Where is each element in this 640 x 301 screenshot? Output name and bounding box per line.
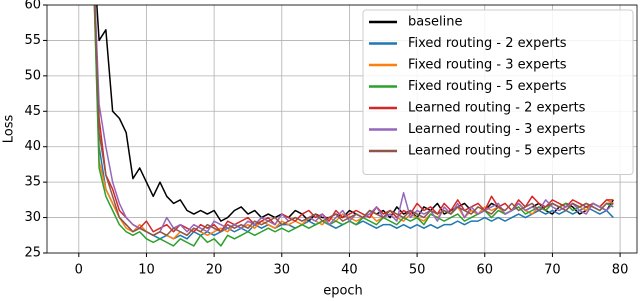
legend-label: Learned routing - 3 experts: [408, 122, 586, 137]
y-tick-label: 50: [24, 68, 41, 83]
legend-label: Learned routing - 5 experts: [408, 144, 586, 159]
y-tick-label: 35: [24, 175, 41, 190]
legend: baseline Fixed routing - 2 experts Fixed r…: [362, 9, 634, 175]
plot-frame: [46, 4, 638, 254]
legend-box: [362, 9, 634, 175]
legend-label: Fixed routing - 3 experts: [408, 58, 567, 73]
x-tick-label: 40: [341, 263, 358, 278]
y-tick-label: 25: [24, 246, 41, 261]
y-axis-label: Loss: [2, 115, 17, 144]
plot-lines: [93, 5, 614, 247]
series-line: [93, 5, 614, 247]
x-tick-label: 30: [274, 263, 291, 278]
legend-label: Fixed routing - 5 experts: [408, 79, 567, 94]
y-tick-label: 60: [24, 0, 41, 13]
y-tick-label: 40: [24, 139, 41, 154]
y-tick-label: 30: [24, 210, 41, 225]
y-tick-label: 55: [24, 33, 41, 48]
series-line: [93, 5, 614, 240]
x-tick-label: 60: [476, 263, 493, 278]
legend-label: baseline: [408, 15, 462, 30]
series-line: [93, 5, 614, 237]
x-tick-label: 10: [138, 263, 155, 278]
series-line: [94, 5, 614, 237]
y-tick-label: 45: [24, 104, 41, 119]
legend-label: Fixed routing - 2 experts: [408, 36, 567, 51]
x-tick-label: 50: [409, 263, 426, 278]
x-axis-label: epoch: [323, 284, 363, 299]
x-tick-label: 20: [206, 263, 223, 278]
legend-label: Learned routing - 2 experts: [408, 101, 586, 116]
x-tick-label: 80: [612, 263, 629, 278]
x-tick-label: 70: [544, 263, 561, 278]
x-tick-label: 0: [75, 263, 83, 278]
